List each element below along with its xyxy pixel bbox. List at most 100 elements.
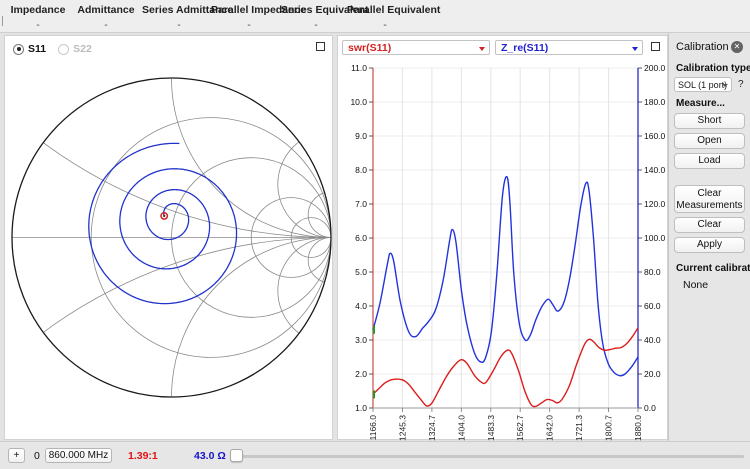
readout-parallel-impedance: Parallel Impedance - <box>211 0 307 31</box>
svg-text:1642.0: 1642.0 <box>545 415 555 441</box>
readout-parallel-equivalent: Parallel Equivalent - <box>347 0 441 31</box>
svg-text:1800.7: 1800.7 <box>604 415 614 441</box>
smith-chart-panel: S11 S22 <box>4 35 333 440</box>
svg-text:9.0: 9.0 <box>355 131 367 141</box>
current-calibration-label: Current calibration: <box>676 263 750 274</box>
calibration-pane: Calibration ✕ Calibration type: SOL (1 p… <box>668 33 750 441</box>
svg-text:1324.7: 1324.7 <box>427 415 437 441</box>
svg-text:1562.7: 1562.7 <box>515 415 525 441</box>
detach-window-icon[interactable] <box>316 42 325 51</box>
trace1-selector[interactable]: swr(S11) <box>342 40 490 55</box>
svg-text:8.0: 8.0 <box>355 165 367 175</box>
calibration-type-label: Calibration type: <box>676 63 750 74</box>
readout-value: - <box>104 19 108 31</box>
readout-label: Admittance <box>77 4 135 16</box>
svg-text:6.0: 6.0 <box>355 233 367 243</box>
marker-slider-track[interactable] <box>230 449 744 462</box>
svg-text:5.0: 5.0 <box>355 267 367 277</box>
radio-s11[interactable]: S11 <box>13 43 46 55</box>
smith-outer-circle <box>11 77 332 398</box>
trace-select-radios: S11 S22 <box>13 43 92 55</box>
svg-text:200.0: 200.0 <box>644 63 666 73</box>
readout-impedance: Impedance - <box>8 0 68 31</box>
trace-Z_re(S11) <box>372 175 639 377</box>
readout-label: Parallel Impedance <box>211 4 307 16</box>
detach-window-icon[interactable] <box>651 42 660 51</box>
svg-text:1721.3: 1721.3 <box>574 415 584 441</box>
svg-text:1.0: 1.0 <box>355 403 367 413</box>
calibration-title: Calibration <box>676 41 729 53</box>
trace-swr(S11) <box>372 327 639 408</box>
line-chart[interactable]: 1.0 2.0 3.0 4.0 5.0 6.0 7.0 8.0 9.0 10.0 11.0 0.0 20… <box>338 36 667 441</box>
close-icon[interactable]: ✕ <box>731 41 743 53</box>
clear-measurements-button[interactable]: Clear Measurements <box>674 185 745 213</box>
svg-text:60.0: 60.0 <box>644 301 661 311</box>
chevron-down-icon <box>722 84 728 87</box>
calibration-header: Calibration ✕ <box>676 41 743 53</box>
readout-label: Parallel Equivalent <box>347 4 441 16</box>
svg-text:160.0: 160.0 <box>644 131 666 141</box>
svg-text:80.0: 80.0 <box>644 267 661 277</box>
status-bar: + 0 860.000 MHz 1.39:1 43.0 Ω <box>0 441 750 469</box>
chevron-down-icon <box>479 47 485 51</box>
marker-slider-thumb[interactable] <box>230 449 243 462</box>
readout-value: - <box>36 19 40 31</box>
svg-text:7.0: 7.0 <box>355 199 367 209</box>
help-button[interactable]: ? <box>738 79 744 90</box>
line-chart-panel: 1.0 2.0 3.0 4.0 5.0 6.0 7.0 8.0 9.0 10.0 11.0 0.0 20… <box>337 35 668 441</box>
svg-text:180.0: 180.0 <box>644 97 666 107</box>
radio-unselected-icon <box>58 43 70 55</box>
svg-text:10.0: 10.0 <box>350 97 367 107</box>
spacer <box>669 169 750 181</box>
radio-s11-label: S11 <box>28 43 47 55</box>
calibration-type-select[interactable]: SOL (1 port) <box>674 77 732 92</box>
svg-text:11.0: 11.0 <box>351 63 367 73</box>
smith-chart-svg <box>11 77 332 398</box>
reactance-arcs <box>12 78 331 397</box>
readout-value: - <box>314 19 318 31</box>
svg-text:100.0: 100.0 <box>644 233 666 243</box>
clear-button[interactable]: Clear <box>674 217 745 233</box>
readout-value: - <box>383 19 387 31</box>
trace2-selector-label: Z_re(S11) <box>501 42 549 54</box>
svg-text:120.0: 120.0 <box>644 199 666 209</box>
readout-value: - <box>177 19 181 31</box>
calibration-type-row: SOL (1 port) ? <box>674 77 746 92</box>
radio-selected-icon <box>13 43 24 55</box>
svg-text:1404.0: 1404.0 <box>456 415 466 441</box>
svg-text:1166.0: 1166.0 <box>368 415 378 441</box>
svg-text:4.0: 4.0 <box>355 301 367 311</box>
apply-button[interactable]: Apply <box>674 237 745 253</box>
trace2-selector[interactable]: Z_re(S11) <box>495 40 643 55</box>
marker-0 <box>160 211 169 220</box>
load-button[interactable]: Load <box>674 153 745 169</box>
line-chart-svg: 1.0 2.0 3.0 4.0 5.0 6.0 7.0 8.0 9.0 10.0 11.0 0.0 20… <box>350 63 666 441</box>
add-marker-button[interactable]: + <box>8 448 25 463</box>
readout-label: Impedance <box>10 4 66 16</box>
measure-label: Measure... <box>676 98 725 109</box>
svg-text:20.0: 20.0 <box>644 369 661 379</box>
readout-series-admittance: Series Admittance - <box>142 0 233 31</box>
radio-s22[interactable]: S22 <box>58 43 92 55</box>
toolbar-left-tick <box>2 16 3 26</box>
readout-toolbar: Impedance - Admittance - Series Admittan… <box>0 0 750 33</box>
chevron-down-icon <box>632 47 638 51</box>
svg-text:40.0: 40.0 <box>644 335 661 345</box>
readout-value: - <box>247 19 251 31</box>
marker-swr-readout: 1.39:1 <box>128 450 158 462</box>
calibration-type-value: SOL (1 port) <box>678 80 728 90</box>
marker-frequency-button[interactable]: 860.000 MHz <box>45 448 112 463</box>
current-calibration-value: None <box>683 279 709 291</box>
radio-s22-label: S22 <box>73 43 92 55</box>
readout-label: Series Equivalent <box>281 4 369 16</box>
marker-impedance-readout: 43.0 Ω <box>194 450 226 462</box>
smith-chart[interactable] <box>5 36 332 439</box>
svg-text:1245.3: 1245.3 <box>397 415 407 441</box>
open-button[interactable]: Open <box>674 133 745 149</box>
short-button[interactable]: Short <box>674 113 745 129</box>
readout-series-equivalent: Series Equivalent - <box>281 0 369 31</box>
trace1-selector-label: swr(S11) <box>348 42 392 54</box>
svg-text:0.0: 0.0 <box>644 403 656 413</box>
readout-admittance: Admittance - <box>74 0 138 31</box>
marker-index: 0 <box>34 450 40 462</box>
